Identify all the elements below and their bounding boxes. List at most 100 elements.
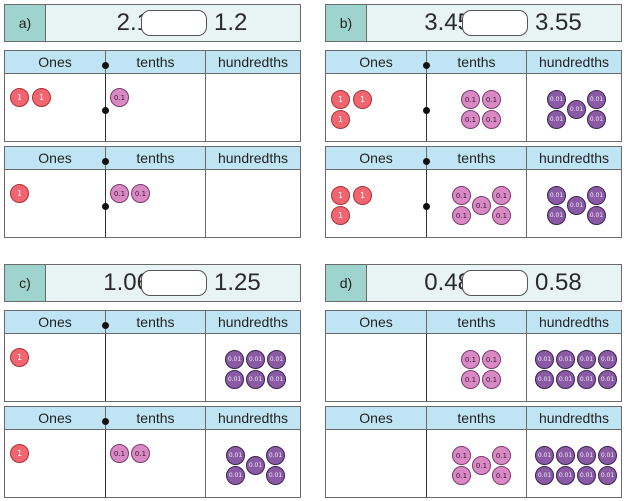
header-ones: Ones xyxy=(326,147,426,170)
tenths-counter: 0.1 xyxy=(131,444,150,463)
column-divider xyxy=(205,74,206,141)
decimal-point xyxy=(102,62,109,69)
place-value-table: Ones tenths hundredths 0.1 0.1 0.1 0.1 0.01 0… xyxy=(325,310,622,402)
tenths-counter: 0.1 xyxy=(472,196,491,215)
hundredths-counter: 0.01 xyxy=(598,370,617,389)
tenths-counter: 0.1 xyxy=(492,466,511,485)
ones-counter: 1 xyxy=(331,206,350,225)
header-tenths: tenths xyxy=(426,147,526,170)
ones-counter: 1 xyxy=(10,184,29,203)
header-ones: Ones xyxy=(326,407,426,430)
decimal-point xyxy=(102,107,109,114)
hundredths-counter: 0.01 xyxy=(535,446,554,465)
compare-header: d) 0.48 0.58 xyxy=(325,264,622,302)
decimal-point xyxy=(102,158,109,165)
header-tenths: tenths xyxy=(105,51,205,74)
header-tenths: tenths xyxy=(426,407,526,430)
hundredths-counter: 0.01 xyxy=(556,446,575,465)
hundredths-counter: 0.01 xyxy=(246,370,265,389)
right-number: 3.55 xyxy=(535,9,582,36)
ones-counter: 1 xyxy=(10,348,29,367)
ones-counter: 1 xyxy=(353,90,372,109)
column-divider xyxy=(526,430,527,497)
hundredths-counter: 0.01 xyxy=(587,186,606,205)
tenths-counter: 0.1 xyxy=(472,456,491,475)
header-hundredths: hundredths xyxy=(205,147,300,170)
hundredths-counter: 0.01 xyxy=(587,110,606,129)
column-divider xyxy=(526,170,527,237)
column-divider xyxy=(205,334,206,401)
header-hundredths: hundredths xyxy=(205,51,300,74)
ones-counter: 1 xyxy=(331,110,350,129)
answer-box[interactable] xyxy=(462,270,528,296)
tenths-counter: 0.1 xyxy=(110,444,129,463)
decimal-point xyxy=(423,203,430,210)
tenths-counter: 0.1 xyxy=(461,110,480,129)
hundredths-counter: 0.01 xyxy=(598,350,617,369)
tenths-counter: 0.1 xyxy=(482,350,501,369)
answer-box[interactable] xyxy=(141,270,207,296)
ones-counter: 1 xyxy=(10,88,29,107)
hundredths-counter: 0.01 xyxy=(267,370,286,389)
header-ones: Ones xyxy=(326,51,426,74)
place-value-table: Ones tenths hundredths 1 0.1 0.1 xyxy=(4,146,301,238)
ones-counter: 1 xyxy=(331,90,350,109)
tenths-counter: 0.1 xyxy=(452,466,471,485)
decimal-line xyxy=(426,430,427,497)
hundredths-counter: 0.01 xyxy=(535,370,554,389)
place-value-table: Ones tenths hundredths 1 1 0.1 xyxy=(4,50,301,142)
compare-strip: 2.1 1.2 xyxy=(46,4,301,42)
problem-label: b) xyxy=(325,4,367,42)
answer-box[interactable] xyxy=(462,10,528,36)
hundredths-counter: 0.01 xyxy=(547,206,566,225)
column-divider xyxy=(205,170,206,237)
ones-counter: 1 xyxy=(331,186,350,205)
hundredths-counter: 0.01 xyxy=(577,466,596,485)
header-tenths: tenths xyxy=(105,407,205,430)
place-value-table: Ones tenths hundredths 1 0.01 0.01 0.01 0.01… xyxy=(4,310,301,402)
hundredths-counter: 0.01 xyxy=(267,350,286,369)
right-number: 0.58 xyxy=(535,269,582,296)
hundredths-counter: 0.01 xyxy=(266,466,285,485)
decimal-point xyxy=(102,322,109,329)
hundredths-counter: 0.01 xyxy=(226,466,245,485)
hundredths-counter: 0.01 xyxy=(556,350,575,369)
header-ones: Ones xyxy=(5,147,105,170)
hundredths-counter: 0.01 xyxy=(266,446,285,465)
answer-box[interactable] xyxy=(141,10,207,36)
hundredths-counter: 0.01 xyxy=(535,466,554,485)
tenths-counter: 0.1 xyxy=(131,184,150,203)
decimal-line xyxy=(105,430,106,497)
ones-counter: 1 xyxy=(10,444,29,463)
hundredths-counter: 0.01 xyxy=(556,370,575,389)
decimal-point xyxy=(423,62,430,69)
tenths-counter: 0.1 xyxy=(452,446,471,465)
place-value-table: Ones tenths hundredths 1 1 1 0.1 0.1 0.1 0.1 0.… xyxy=(325,50,622,142)
ones-counter: 1 xyxy=(32,88,51,107)
header-tenths: tenths xyxy=(105,311,205,334)
place-value-table: Ones tenths hundredths 1 0.1 0.1 0.01 0.01 0.… xyxy=(4,406,301,498)
header-tenths: tenths xyxy=(426,51,526,74)
header-hundredths: hundredths xyxy=(526,147,621,170)
tenths-counter: 0.1 xyxy=(461,350,480,369)
header-tenths: tenths xyxy=(105,147,205,170)
hundredths-counter: 0.01 xyxy=(577,350,596,369)
problem-label: d) xyxy=(325,264,367,302)
hundredths-counter: 0.01 xyxy=(547,110,566,129)
tenths-counter: 0.1 xyxy=(110,88,129,107)
decimal-point xyxy=(423,107,430,114)
tenths-counter: 0.1 xyxy=(452,206,471,225)
compare-strip: 3.45 3.55 xyxy=(367,4,622,42)
tenths-counter: 0.1 xyxy=(492,446,511,465)
compare-header: b) 3.45 3.55 xyxy=(325,4,622,42)
hundredths-counter: 0.01 xyxy=(226,446,245,465)
header-hundredths: hundredths xyxy=(526,51,621,74)
hundredths-counter: 0.01 xyxy=(598,446,617,465)
problem-label: a) xyxy=(4,4,46,42)
hundredths-counter: 0.01 xyxy=(246,456,265,475)
tenths-counter: 0.1 xyxy=(492,206,511,225)
decimal-point xyxy=(102,418,109,425)
hundredths-counter: 0.01 xyxy=(577,370,596,389)
header-hundredths: hundredths xyxy=(526,407,621,430)
decimal-point xyxy=(423,158,430,165)
